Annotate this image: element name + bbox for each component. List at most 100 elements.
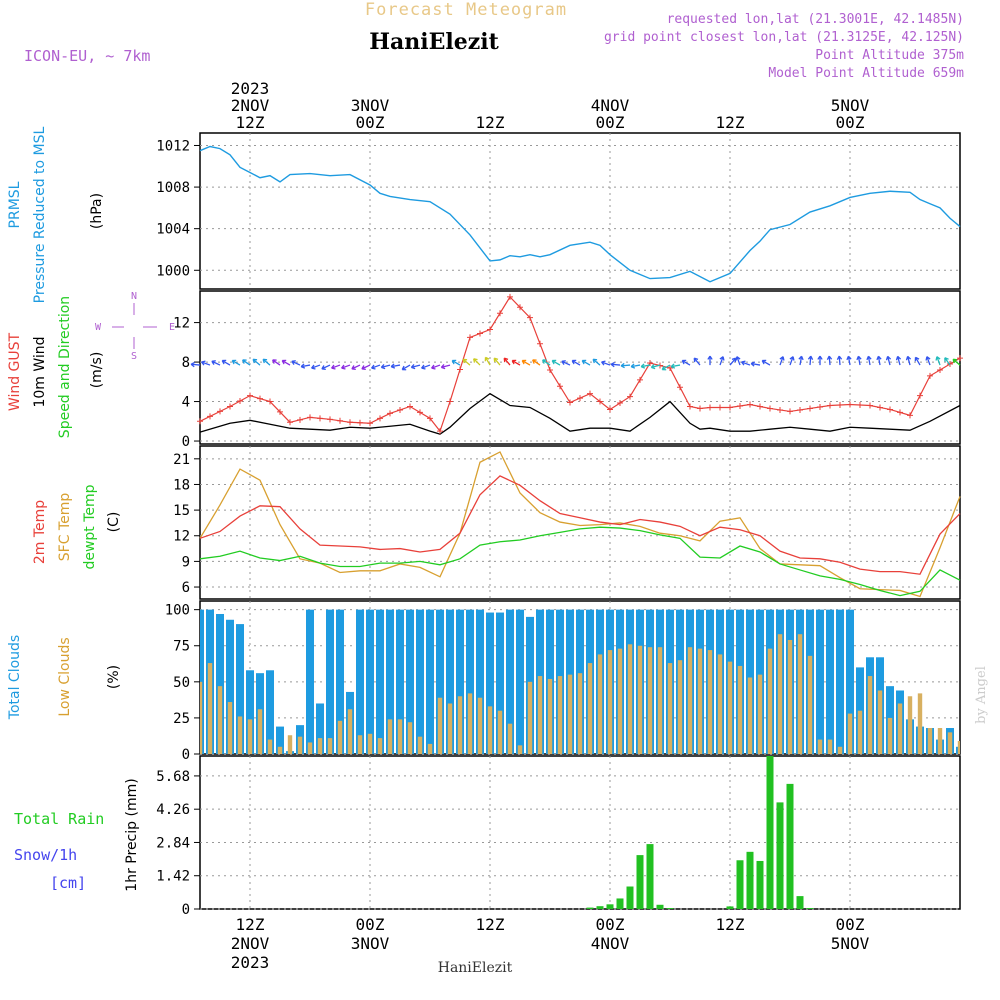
wind-direction-arrow [380, 364, 391, 370]
wind-gust-marker [887, 406, 893, 413]
wind-gust-marker [927, 372, 933, 379]
precip-label-cm: [cm] [50, 874, 86, 892]
total-cloud-bar [356, 609, 364, 754]
wind-gust-line [199, 295, 961, 433]
wind-direction-arrow [601, 360, 611, 366]
wind-gust-marker [577, 395, 583, 402]
wind-gust-marker [197, 418, 203, 425]
chart-title: Forecast Meteogram [365, 0, 567, 20]
rain-bar [606, 904, 614, 909]
wind-gust-marker [217, 408, 223, 415]
wind-gust-marker [427, 415, 433, 422]
wind-gust-marker [827, 402, 833, 409]
low-cloud-bar [437, 697, 443, 754]
total-cloud-bar [486, 612, 494, 754]
compass-e: E [169, 322, 175, 333]
wind-direction-arrow [211, 360, 221, 366]
wind-gust-marker [747, 401, 753, 408]
wind-gust-marker [297, 416, 303, 423]
wind-direction-arrow [905, 355, 912, 366]
total-cloud-bar [466, 609, 474, 754]
low-cloud-bar [347, 709, 353, 754]
wind-direction-arrow [281, 359, 291, 366]
low-cloud-bar [617, 648, 623, 754]
total-cloud-bar [436, 609, 444, 754]
compass-n: N [131, 291, 137, 302]
total-cloud-bar [816, 609, 824, 754]
temp-label-3: dewpt Temp [82, 484, 98, 569]
bottom-time-label: 2023 [231, 953, 270, 972]
wind-gust-marker [257, 395, 263, 402]
low-cloud-bar [877, 690, 883, 754]
wind-gust-marker [267, 398, 273, 405]
wind-gust-marker [617, 400, 623, 407]
wind-gust-marker [447, 398, 453, 405]
low-cloud-bar [287, 735, 293, 754]
wind-direction-arrow [885, 355, 892, 366]
wind-gust-marker [407, 403, 413, 410]
wind-gust-marker [917, 392, 923, 399]
low-cloud-bar [797, 634, 803, 754]
pressure-frame [199, 132, 961, 290]
wind-direction-arrow [735, 356, 741, 366]
temp-dewpt-line [199, 526, 961, 597]
wind-direction-arrow [311, 364, 321, 370]
wind-direction-arrow [300, 363, 311, 369]
point-altitude: Point Altitude 375m [815, 48, 964, 63]
rain-bar [776, 802, 784, 909]
wind-gust-marker [527, 314, 533, 321]
wind-direction-arrow [789, 356, 795, 366]
wind-tick-label: 12 [173, 316, 190, 332]
wind-frame [199, 290, 961, 445]
bottom-time-label: 00Z [356, 915, 385, 934]
low-cloud-bar [917, 693, 923, 754]
wind-direction-arrow [807, 355, 814, 366]
total-cloud-bar [386, 609, 394, 754]
wind-direction-arrow [291, 360, 301, 366]
station-name: HaniElezit [369, 29, 499, 55]
wind-direction-arrow [876, 355, 882, 366]
temp-unit: (C) [106, 512, 122, 533]
wind-gust-marker [837, 402, 843, 409]
total-cloud-bar [316, 703, 324, 754]
wind-tick-label: 8 [182, 355, 190, 371]
plots-layer [190, 145, 963, 909]
total-cloud-bar [446, 609, 454, 754]
wind-gust-marker [477, 330, 483, 337]
total-cloud-bar [496, 612, 504, 754]
temp-tick-label: 9 [182, 554, 190, 570]
wind-direction-arrow [551, 359, 561, 366]
wind-gust-marker [907, 412, 913, 419]
wind-direction-arrow [826, 355, 833, 366]
low-cloud-bar [597, 654, 603, 754]
wind-gust-marker [697, 405, 703, 412]
low-cloud-bar [747, 677, 753, 754]
wind-gust-marker [567, 399, 573, 406]
pressure-unit: (hPa) [89, 193, 105, 229]
wind-gust-marker [537, 340, 543, 347]
wind-direction-arrow [431, 364, 441, 370]
precip-tick-label: 1.42 [156, 869, 190, 885]
total-cloud-bar [396, 609, 404, 754]
low-cloud-bar [517, 745, 523, 754]
wind-direction-arrow [670, 363, 681, 369]
total-cloud-bar [506, 609, 514, 754]
top-time-label: 4NOV [591, 96, 630, 115]
wind-direction-arrow [484, 356, 491, 366]
total-cloud-bar [846, 609, 854, 754]
wind-gust-marker [717, 404, 723, 411]
wind-gust-marker [727, 404, 733, 411]
clouds-tick-label: 50 [173, 675, 190, 691]
bottom-time-label: 3NOV [351, 934, 390, 953]
wind-gust-marker [387, 410, 393, 417]
wind-tick-label: 0 [182, 434, 190, 450]
clouds-tick-label: 75 [173, 639, 190, 655]
wind-direction-arrow [836, 355, 843, 366]
pressure-tick-label: 1000 [156, 263, 190, 279]
wind-gust-marker [647, 360, 653, 367]
low-cloud-bar [777, 634, 783, 754]
low-cloud-bar [397, 719, 403, 754]
wind-gust-marker [857, 402, 863, 409]
wind-gust-marker [237, 398, 243, 405]
total-cloud-bar [476, 609, 484, 754]
